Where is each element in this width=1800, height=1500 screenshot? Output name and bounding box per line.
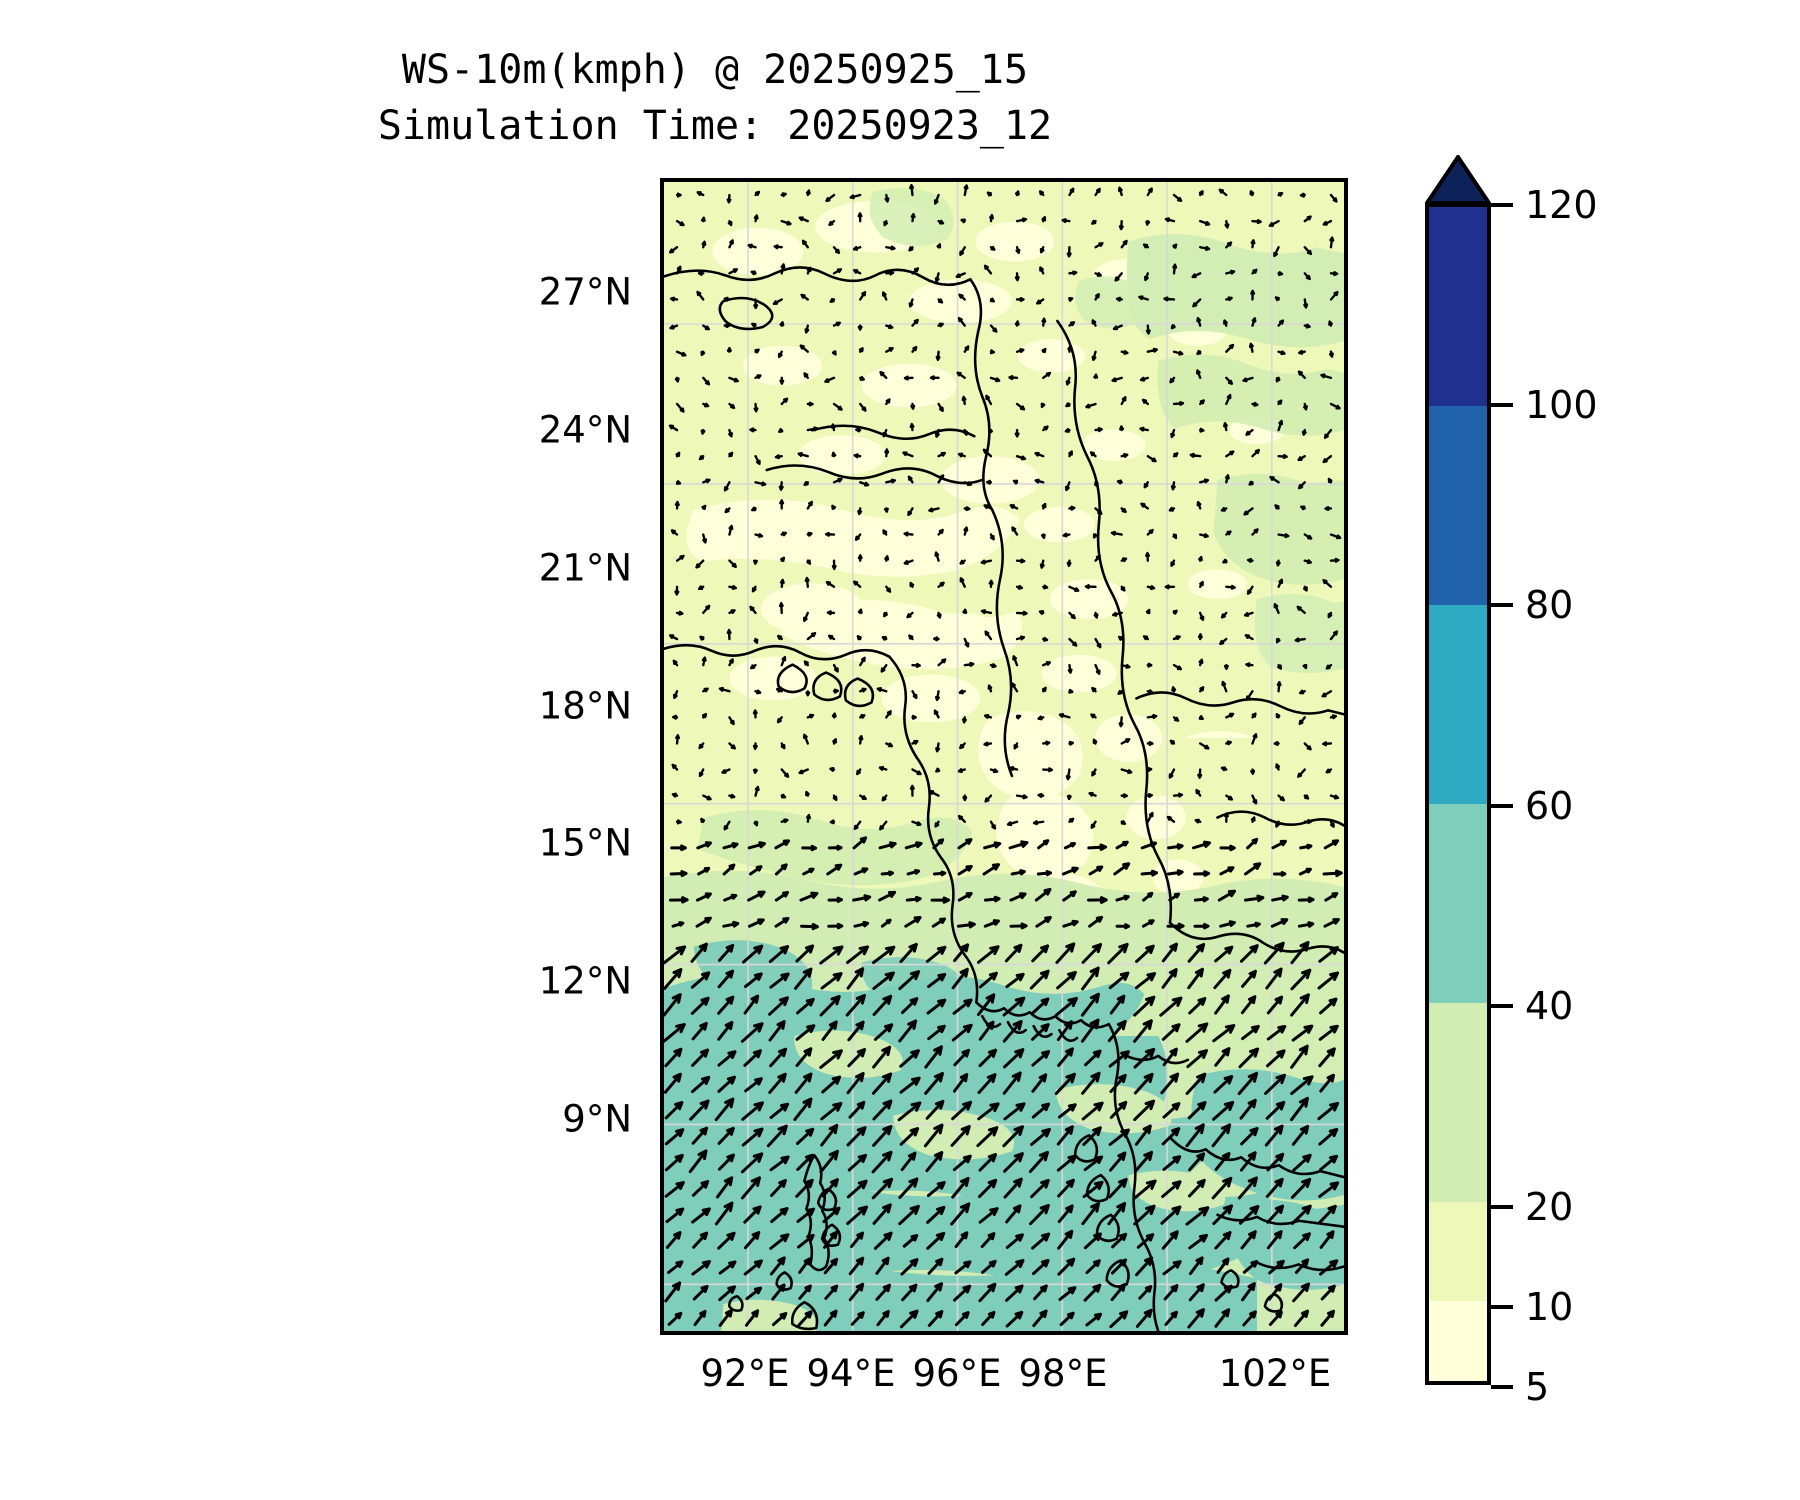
figure-title: WS-10m(kmph) @ 20250925_15 Simulation Ti… [0, 42, 1430, 154]
cbar-label-40: 40 [1525, 984, 1574, 1028]
island-shelf-patches [721, 1030, 1226, 1331]
cbar-tick-mark-40 [1491, 1004, 1513, 1008]
title-line-variable: WS-10m(kmph) @ 20250925_15 [401, 47, 1029, 93]
wind-arrows-weak [668, 183, 1342, 831]
lon-tick-96: 96°E [912, 1352, 1002, 1395]
cbar-tick-mark-5 [1491, 1385, 1513, 1389]
lon-tick-102: 102°E [1218, 1352, 1332, 1395]
map-layers [664, 182, 1344, 1331]
lat-tick-24: 24°N [538, 408, 632, 452]
cbar-label-10: 10 [1525, 1285, 1574, 1329]
cbar-band-100-120 [1429, 207, 1487, 406]
lon-tick-92: 92°E [700, 1352, 790, 1395]
title-line-simulation-time: Simulation Time: 20250923_12 [377, 103, 1053, 149]
lat-tick-9: 9°N [562, 1097, 632, 1141]
cbar-tick-mark-100 [1491, 403, 1513, 407]
lat-tick-12: 12°N [538, 959, 632, 1003]
lon-tick-94: 94°E [806, 1352, 896, 1395]
cbar-band-10-20 [1429, 1201, 1487, 1302]
lat-tick-15: 15°N [538, 821, 632, 865]
colorbar-gradient [1425, 203, 1491, 1385]
cbar-label-60: 60 [1525, 784, 1574, 828]
cbar-label-100: 100 [1525, 383, 1598, 427]
map-plot-area [660, 178, 1348, 1335]
cbar-label-20: 20 [1525, 1185, 1574, 1229]
cbar-label-5: 5 [1525, 1365, 1550, 1409]
cbar-tick-mark-80 [1491, 603, 1513, 607]
cbar-tick-mark-10 [1491, 1305, 1513, 1309]
cbar-label-80: 80 [1525, 583, 1574, 627]
cbar-band-60-80 [1429, 604, 1487, 804]
lat-tick-21: 21°N [538, 546, 632, 590]
cbar-band-40-60 [1429, 803, 1487, 1003]
wind-vector-field [664, 183, 1343, 1329]
wind-arrows-strong [664, 836, 1343, 1329]
cbar-tick-mark-120 [1491, 203, 1513, 207]
wind-speed-map [664, 182, 1344, 1331]
cbar-tick-mark-60 [1491, 804, 1513, 808]
lat-tick-27: 27°N [538, 270, 632, 314]
lon-tick-98: 98°E [1018, 1352, 1108, 1395]
coastline-and-borders [664, 266, 1344, 1331]
lat-tick-18: 18°N [538, 684, 632, 728]
colorbar-extend-max-arrow [1425, 155, 1491, 205]
cbar-label-120: 120 [1525, 183, 1598, 227]
cbar-band-5-10 [1429, 1301, 1487, 1381]
cbar-band-20-40 [1429, 1002, 1487, 1202]
cbar-tick-mark-20 [1491, 1205, 1513, 1209]
cbar-band-80-100 [1429, 405, 1487, 605]
